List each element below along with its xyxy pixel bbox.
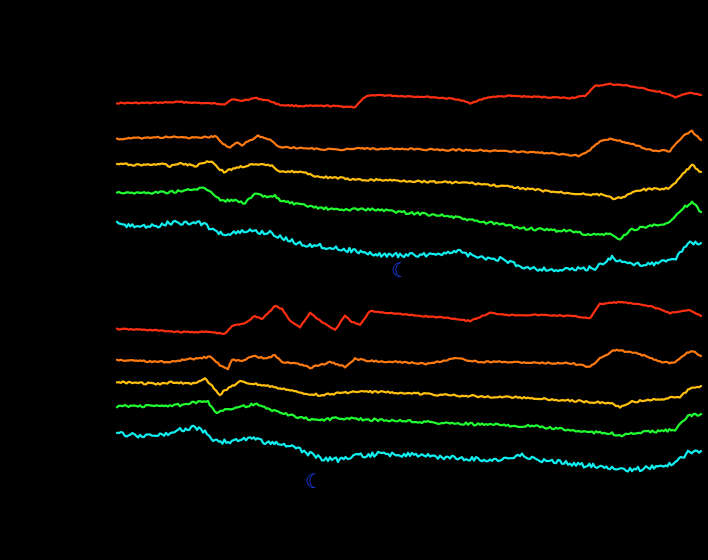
series-cyan-line: [115, 424, 703, 473]
series-orange-line: [115, 348, 703, 371]
upper-panel: ☾: [115, 82, 703, 282]
series-cyan-line: [115, 219, 703, 273]
lower-panel: ☾: [115, 300, 703, 493]
series-red-line: [115, 300, 703, 335]
series-green-line: [115, 186, 703, 241]
moon-icon: ☾: [305, 469, 323, 493]
moon-icon: ☾: [391, 258, 409, 282]
series-green-line: [115, 399, 703, 438]
series-red-line: [115, 82, 703, 109]
series-yellow-line: [115, 377, 703, 409]
series-yellow-line: [115, 160, 703, 201]
series-orange-line: [115, 129, 703, 158]
